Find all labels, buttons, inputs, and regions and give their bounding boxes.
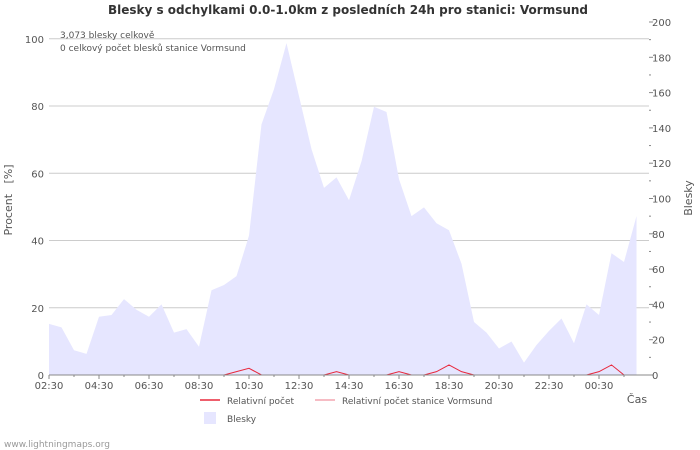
legend-label-blesky: Blesky: [227, 415, 257, 425]
left-tick-label: 80: [31, 102, 44, 113]
axes: 0 20 40 60 80 100 0 20 40 60 80 100 120 140 160 180 200 0…: [25, 18, 671, 392]
right-axis-label: Blesky: [682, 180, 695, 216]
right-tick-label: 40: [652, 300, 665, 311]
x-tick-label: 02:30: [35, 381, 64, 392]
x-tick-label: 12:30: [285, 381, 314, 392]
left-tick-label: 100: [25, 35, 44, 46]
right-tick-label: 100: [652, 195, 671, 206]
legend-label-station: Relativní počet stanice Vormsund: [342, 396, 492, 407]
footer-source: www.lightningmaps.org: [4, 440, 110, 450]
x-tick-label: 08:30: [185, 381, 214, 392]
x-tick-label: 06:30: [135, 381, 164, 392]
right-tick-label: 180: [652, 53, 671, 64]
right-tick-label: 0: [652, 371, 658, 382]
x-axis-label: Čas: [627, 393, 647, 406]
left-tick-label: 60: [31, 169, 44, 180]
left-tick-label: 40: [31, 237, 44, 248]
right-tick-label: 20: [652, 336, 665, 347]
legend: Relativní počet Relativní počet stanice …: [200, 396, 492, 425]
area-series-layer: [49, 43, 637, 376]
x-tick-label: 10:30: [235, 381, 264, 392]
left-axis-label: Procent [%]: [2, 164, 15, 235]
x-tick-label: 20:30: [485, 381, 514, 392]
left-tick-label: 20: [31, 304, 44, 315]
x-tick-label: 14:30: [335, 381, 364, 392]
legend-swatch-blesky: [204, 412, 216, 424]
left-tick-label: 0: [38, 371, 44, 382]
area-series-blesky: [49, 43, 637, 376]
annotation-total-strikes: 3,073 blesky celkově: [60, 31, 155, 41]
right-tick-label: 80: [652, 230, 665, 241]
right-tick-label: 200: [652, 18, 671, 29]
x-tick-label: 18:30: [435, 381, 464, 392]
right-tick-label: 60: [652, 265, 665, 276]
x-tick-label: 04:30: [85, 381, 114, 392]
x-tick-label: 16:30: [385, 381, 414, 392]
right-tick-label: 140: [652, 124, 671, 135]
chart-title: Blesky s odchylkami 0.0-1.0km z poslední…: [108, 3, 588, 17]
annotation-station-strikes: 0 celkový počet blesků stanice Vormsund: [60, 43, 246, 54]
x-tick-label: 00:30: [585, 381, 614, 392]
right-tick-label: 160: [652, 89, 671, 100]
right-tick-label: 120: [652, 159, 671, 170]
x-tick-label: 22:30: [535, 381, 564, 392]
legend-label-relative: Relativní počet: [227, 396, 295, 407]
